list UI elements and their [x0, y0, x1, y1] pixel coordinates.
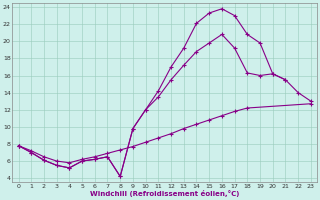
X-axis label: Windchill (Refroidissement éolien,°C): Windchill (Refroidissement éolien,°C) [90, 190, 239, 197]
